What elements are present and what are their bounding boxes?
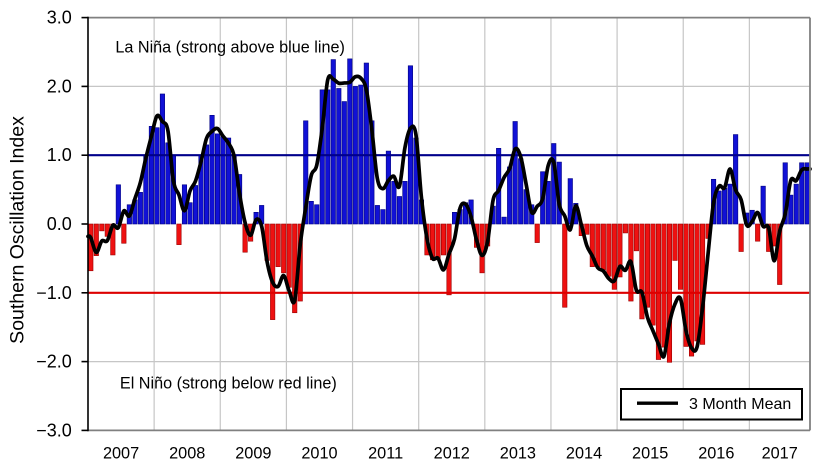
svg-text:1.0: 1.0 xyxy=(47,145,72,165)
svg-text:2011: 2011 xyxy=(368,444,403,462)
svg-text:2.0: 2.0 xyxy=(47,76,72,96)
svg-text:0.0: 0.0 xyxy=(47,214,72,234)
svg-text:2010: 2010 xyxy=(301,444,337,462)
svg-text:Southern Oscillation Index: Southern Oscillation Index xyxy=(7,116,29,344)
svg-text:El Niño (strong below red line: El Niño (strong below red line) xyxy=(120,374,337,392)
svg-text:2013: 2013 xyxy=(500,444,536,462)
svg-text:La Niña (strong above blue lin: La Niña (strong above blue line) xyxy=(115,38,344,56)
svg-text:−2.0: −2.0 xyxy=(36,352,72,372)
svg-text:2007: 2007 xyxy=(103,444,139,462)
svg-text:2015: 2015 xyxy=(632,444,668,462)
svg-text:3.0: 3.0 xyxy=(47,8,72,28)
svg-text:−3.0: −3.0 xyxy=(36,420,72,440)
svg-text:2008: 2008 xyxy=(169,444,205,462)
svg-text:3 Month Mean: 3 Month Mean xyxy=(689,396,791,413)
svg-text:2017: 2017 xyxy=(762,444,798,462)
svg-text:2009: 2009 xyxy=(235,444,271,462)
svg-text:−1.0: −1.0 xyxy=(36,283,72,303)
svg-text:2012: 2012 xyxy=(434,444,470,462)
svg-text:2016: 2016 xyxy=(698,444,734,462)
svg-text:2014: 2014 xyxy=(566,444,602,462)
